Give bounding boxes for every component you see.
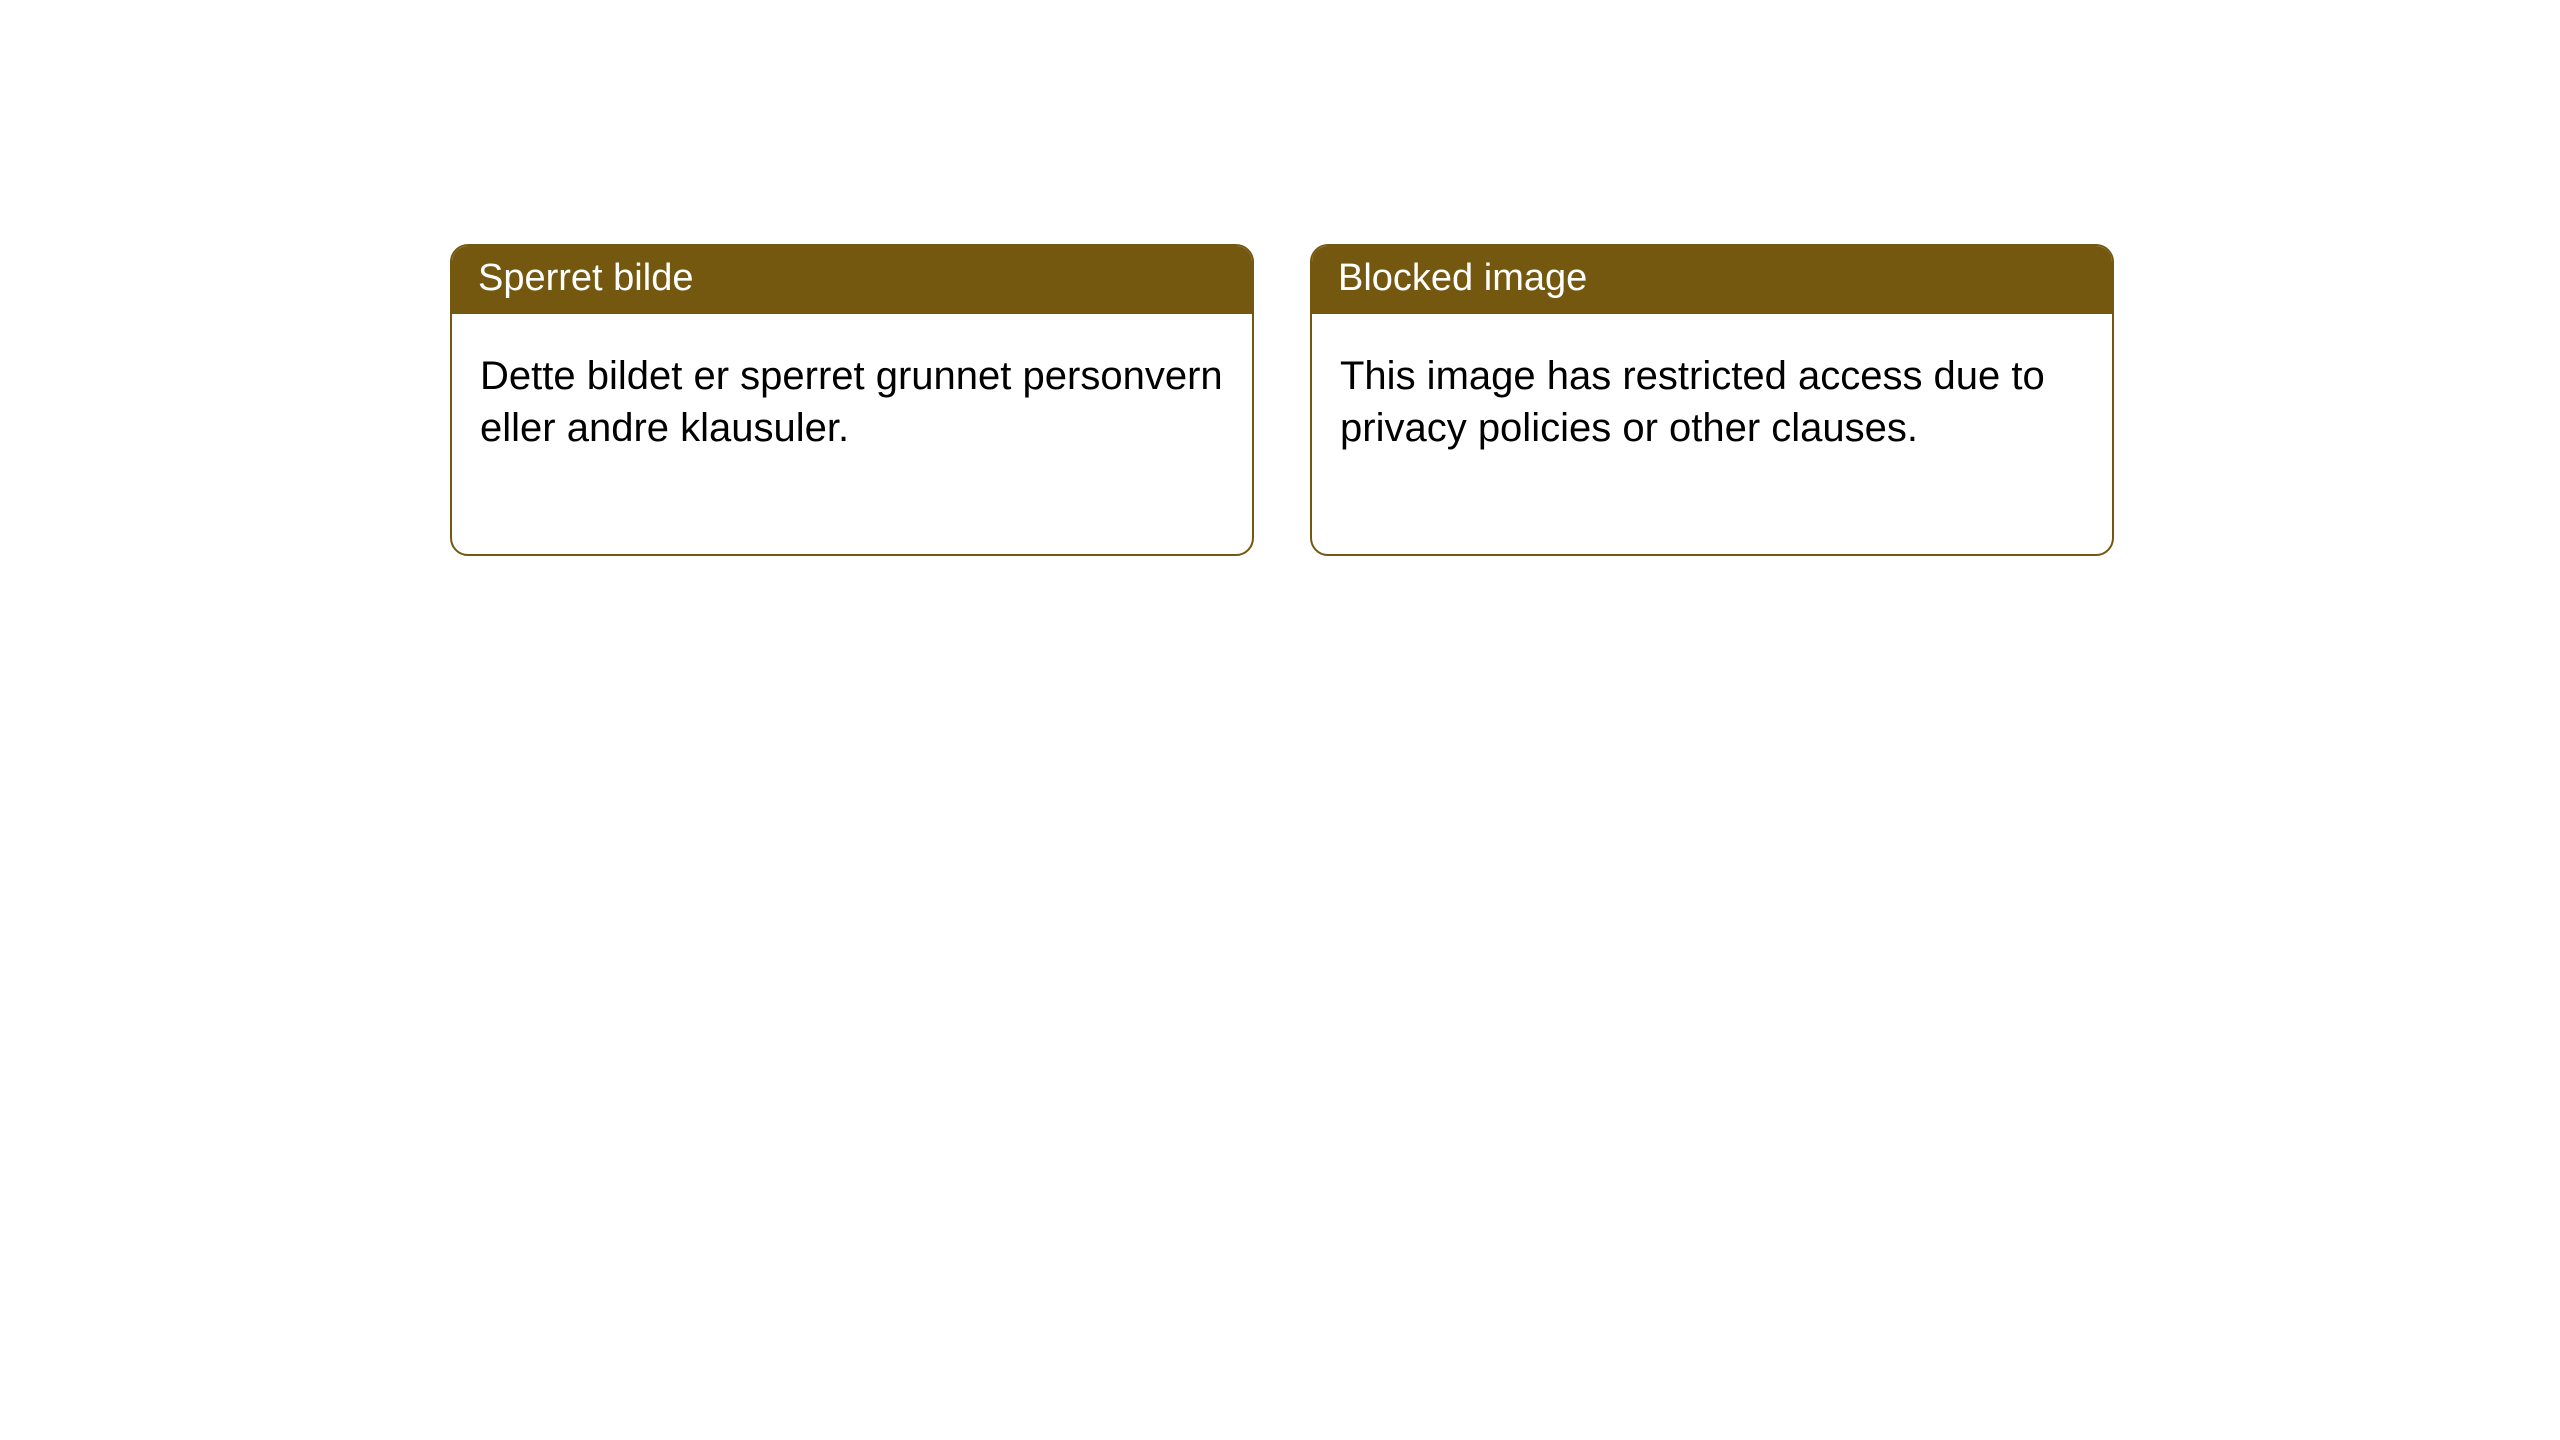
- notice-header: Blocked image: [1312, 246, 2112, 314]
- notice-body: This image has restricted access due to …: [1312, 314, 2112, 554]
- notice-container: Sperret bilde Dette bildet er sperret gr…: [0, 0, 2560, 556]
- notice-box-english: Blocked image This image has restricted …: [1310, 244, 2114, 556]
- notice-header: Sperret bilde: [452, 246, 1252, 314]
- notice-body: Dette bildet er sperret grunnet personve…: [452, 314, 1252, 554]
- notice-box-norwegian: Sperret bilde Dette bildet er sperret gr…: [450, 244, 1254, 556]
